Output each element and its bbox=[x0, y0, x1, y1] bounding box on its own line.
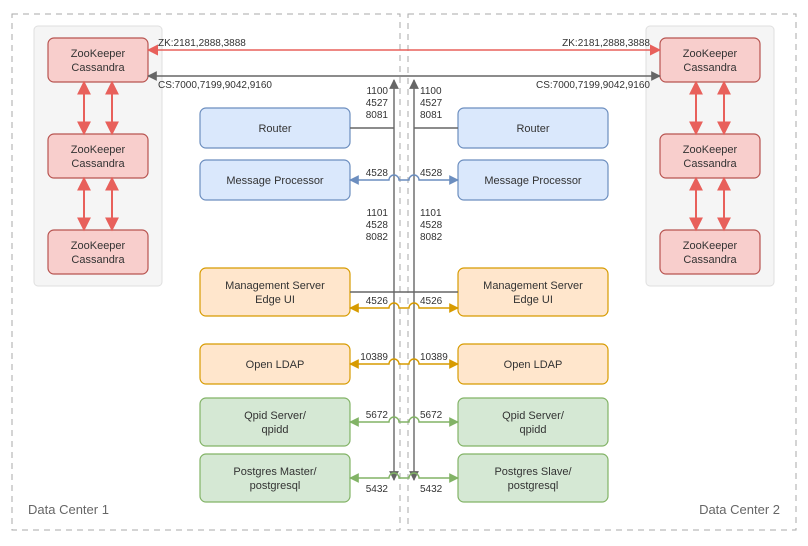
dc1-label: Data Center 1 bbox=[28, 502, 109, 517]
zk-node bbox=[660, 134, 760, 178]
port-label: 1101 bbox=[420, 208, 442, 219]
zk-node-label: ZooKeeper bbox=[71, 48, 126, 60]
port-label: 8082 bbox=[420, 232, 443, 243]
port-label: 5432 bbox=[366, 484, 389, 495]
port-label: 1101 bbox=[366, 208, 388, 219]
mgmt-box bbox=[458, 268, 608, 316]
zk-node bbox=[660, 230, 760, 274]
pg-box-label: postgresql bbox=[508, 480, 559, 492]
port-label: 8081 bbox=[420, 110, 443, 121]
qpid-box-label: qpidd bbox=[520, 424, 547, 436]
port-label: 4527 bbox=[420, 98, 443, 109]
zk-node-label: Cassandra bbox=[71, 158, 125, 170]
zk-node-label: ZooKeeper bbox=[71, 144, 126, 156]
zk-node bbox=[48, 38, 148, 82]
zk-node bbox=[48, 134, 148, 178]
zk-node-label: ZooKeeper bbox=[683, 240, 738, 252]
pg-box-label: Postgres Master/ bbox=[233, 466, 317, 478]
port-label: 1100 bbox=[366, 86, 388, 97]
port-label: 4527 bbox=[366, 98, 389, 109]
port-label: 10389 bbox=[360, 352, 388, 363]
pg-box-label: postgresql bbox=[250, 480, 301, 492]
pg-cross-line bbox=[350, 473, 458, 478]
port-label: 4526 bbox=[420, 296, 443, 307]
port-label: 5672 bbox=[420, 410, 443, 421]
pg-box bbox=[200, 454, 350, 502]
zk-node bbox=[48, 230, 148, 274]
ldap-box-label: Open LDAP bbox=[504, 359, 563, 371]
port-label: 8081 bbox=[366, 110, 389, 121]
ldap-box-label: Open LDAP bbox=[246, 359, 305, 371]
zk-node-label: Cassandra bbox=[683, 158, 737, 170]
port-label: 5432 bbox=[420, 484, 443, 495]
zk-node-label: Cassandra bbox=[71, 62, 125, 74]
zk-node bbox=[660, 38, 760, 82]
mp-box-label: Message Processor bbox=[484, 175, 582, 187]
zk-node-label: ZooKeeper bbox=[683, 144, 738, 156]
mgmt-box bbox=[200, 268, 350, 316]
cs-ports-label: CS:7000,7199,9042,9160 bbox=[536, 80, 650, 91]
cs-ports-label: CS:7000,7199,9042,9160 bbox=[158, 80, 272, 91]
port-label: 4528 bbox=[420, 220, 443, 231]
qpid-box-label: Qpid Server/ bbox=[502, 410, 565, 422]
qpid-box bbox=[458, 398, 608, 446]
mgmt-box-label: Management Server bbox=[225, 280, 325, 292]
zk-node-label: ZooKeeper bbox=[683, 48, 738, 60]
zk-node-label: Cassandra bbox=[71, 254, 125, 266]
mgmt-box-label: Edge UI bbox=[255, 294, 295, 306]
pg-box-label: Postgres Slave/ bbox=[494, 466, 572, 478]
port-label: 1100 bbox=[420, 86, 442, 97]
mgmt-box-label: Management Server bbox=[483, 280, 583, 292]
port-label: 5672 bbox=[366, 410, 389, 421]
port-label: 4528 bbox=[366, 168, 389, 179]
port-label: 4526 bbox=[366, 296, 389, 307]
qpid-box bbox=[200, 398, 350, 446]
port-label: 10389 bbox=[420, 352, 448, 363]
dc2-label: Data Center 2 bbox=[699, 502, 780, 517]
mp-box-label: Message Processor bbox=[226, 175, 324, 187]
qpid-box-label: qpidd bbox=[262, 424, 289, 436]
zk-node-label: ZooKeeper bbox=[71, 240, 126, 252]
qpid-box-label: Qpid Server/ bbox=[244, 410, 307, 422]
mgmt-box-label: Edge UI bbox=[513, 294, 553, 306]
zk-node-label: Cassandra bbox=[683, 62, 737, 74]
router-box-label: Router bbox=[516, 123, 549, 135]
zk-ports-label: ZK:2181,2888,3888 bbox=[158, 38, 246, 49]
router-box-label: Router bbox=[258, 123, 291, 135]
zk-ports-label: ZK:2181,2888,3888 bbox=[562, 38, 650, 49]
port-label: 8082 bbox=[366, 232, 389, 243]
port-label: 4528 bbox=[366, 220, 389, 231]
pg-box bbox=[458, 454, 608, 502]
zk-node-label: Cassandra bbox=[683, 254, 737, 266]
port-label: 4528 bbox=[420, 168, 443, 179]
